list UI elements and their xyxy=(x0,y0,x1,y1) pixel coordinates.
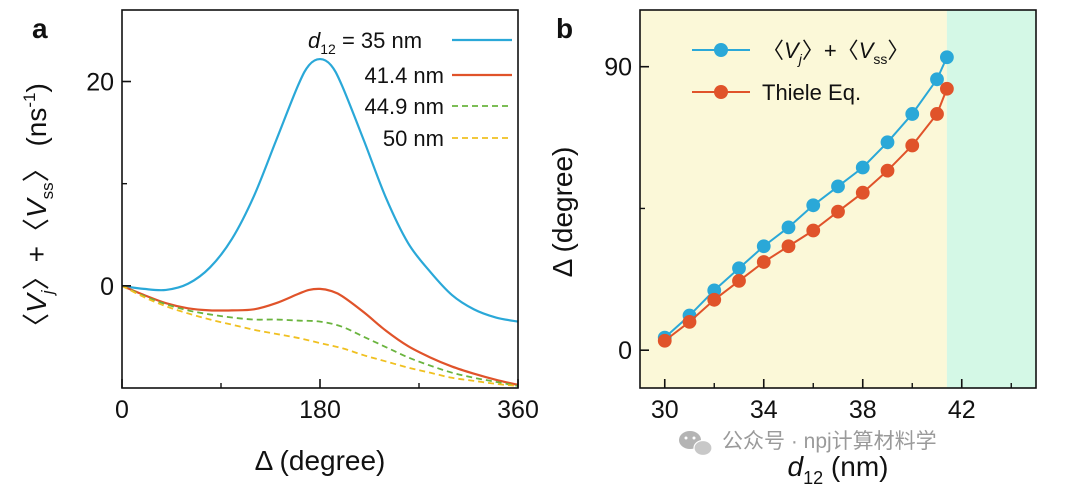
ylabel-a-end: ) xyxy=(21,83,52,92)
b-xtick-label: 42 xyxy=(948,396,976,424)
series-b-2-point xyxy=(781,239,796,254)
xlabel-b-d: d xyxy=(788,451,805,482)
ylabel-a-close: 〉 xyxy=(21,154,52,182)
series-b-2-point xyxy=(732,273,746,288)
panel-b-ticks: 30 34 38 42 0 90 xyxy=(604,54,1012,424)
series-a-2 xyxy=(121,284,519,387)
series-a-4 xyxy=(121,285,519,387)
unstable-region xyxy=(946,10,1036,388)
ylabel-a-ss: ss xyxy=(38,182,57,199)
panel-b-ylabel: Δ (degree) xyxy=(547,147,578,278)
series-b-1-point xyxy=(905,107,920,121)
series-b-2-point xyxy=(831,204,845,219)
legend-b-j: j xyxy=(797,51,803,67)
series-b-2-point xyxy=(855,185,870,200)
watermark-text: 公众号 · npj计算材料学 xyxy=(722,430,937,453)
xlabel-b-sub: 12 xyxy=(803,468,823,487)
panel-a-ticks: 0 180 360 0 20 xyxy=(86,69,539,424)
panel-a-series xyxy=(121,57,519,387)
ylabel-a-unit: (ns xyxy=(21,108,52,155)
series-a-3 xyxy=(121,285,519,387)
series-b-1-point xyxy=(732,261,746,276)
legend-b-v: V xyxy=(784,38,801,63)
series-b-1-point xyxy=(880,135,895,150)
ylabel-a-j: j xyxy=(38,289,57,296)
b-xtick-label: 34 xyxy=(750,396,778,424)
series-b-2-point xyxy=(756,255,771,269)
legend-b-label-2: Thiele Eq. xyxy=(762,80,861,105)
panel-a-xlabel: Δ (degree) xyxy=(255,445,386,476)
xlabel-b-unit: (nm) xyxy=(823,451,888,482)
ylabel-a-open: 〈 xyxy=(21,313,52,341)
legend-a-d: d xyxy=(308,28,321,53)
panel-b-frame xyxy=(639,9,1037,389)
legend-a-prefix-line: d12 = 35 nm xyxy=(308,28,422,57)
series-b-1-point xyxy=(806,198,821,213)
a-xtick-label: 180 xyxy=(299,396,341,424)
panel-a-label: a xyxy=(32,13,48,44)
b-ytick-label: 90 xyxy=(604,54,632,82)
a-xtick-label: 360 xyxy=(497,396,539,424)
series-b-2-point xyxy=(905,138,920,153)
series-b-1-point xyxy=(940,50,954,65)
legend-b-mid: 〉+〈 xyxy=(802,38,859,63)
series-b-2-point xyxy=(682,314,697,329)
series-b-2-point xyxy=(880,163,895,178)
series-b-2-point xyxy=(707,292,722,307)
panel-b-label: b xyxy=(556,13,573,44)
legend-b-marker-2 xyxy=(714,85,728,99)
ylabel-a-mid: 〉+〈 xyxy=(21,218,52,290)
panel-a-legend: 41.4 nm 44.9 nm 50 nm xyxy=(365,38,512,151)
legend-a-label-2: 41.4 nm xyxy=(365,63,445,88)
b-ytick-label: 0 xyxy=(618,337,632,365)
watermark: 公众号 · npj计算材料学 xyxy=(679,430,937,457)
legend-b-item-2: Thiele Eq. xyxy=(692,80,861,105)
series-b-1-point xyxy=(781,220,796,235)
series-b-1-point xyxy=(831,179,845,194)
series-b-2-point xyxy=(930,107,944,121)
b-xtick-label: 38 xyxy=(849,396,877,424)
a-ytick-label: 20 xyxy=(86,69,114,97)
series-a-1 xyxy=(121,57,519,323)
panel-b-xlabel: d12 (nm) xyxy=(788,451,889,487)
series-b-1-point xyxy=(756,239,771,254)
wechat-icon xyxy=(679,431,713,457)
ylabel-a-exp: -1 xyxy=(20,92,39,107)
panel-a-frame xyxy=(121,9,519,389)
ylabel-a-v: V xyxy=(21,292,52,313)
b-xtick-label: 30 xyxy=(651,396,679,424)
legend-a-label-3: 44.9 nm xyxy=(365,94,445,119)
a-xtick-label: 0 xyxy=(115,396,129,424)
panel-b-regions xyxy=(640,10,1036,388)
legend-a-d-sub: 12 xyxy=(320,41,336,57)
series-b-1-point xyxy=(930,72,944,87)
ylabel-a-v2: V xyxy=(21,197,52,218)
legend-b-close: 〉 xyxy=(887,38,909,63)
legend-b-item-1: 〈Vj〉+〈Vss〉 xyxy=(692,38,909,67)
legend-a-label-4: 50 nm xyxy=(383,126,444,151)
legend-b-ss: ss xyxy=(873,51,887,67)
legend-b-v2: V xyxy=(859,38,876,63)
panel-b-series xyxy=(657,50,954,348)
legend-b-open: 〈 xyxy=(762,38,784,63)
stable-region xyxy=(640,10,947,388)
legend-b-marker-1 xyxy=(714,43,728,57)
a-ytick-label: 0 xyxy=(100,273,114,301)
series-b-1-point xyxy=(855,160,870,175)
series-b-2-point xyxy=(657,333,672,348)
series-b-2-point xyxy=(940,81,954,96)
panel-a-ylabel: 〈Vj〉+〈Vss〉 (ns-1) xyxy=(20,83,57,341)
legend-b-label-1: 〈Vj〉+〈Vss〉 xyxy=(762,38,909,67)
legend-a-eq: = 35 nm xyxy=(336,28,422,53)
series-b-2-point xyxy=(806,223,821,238)
